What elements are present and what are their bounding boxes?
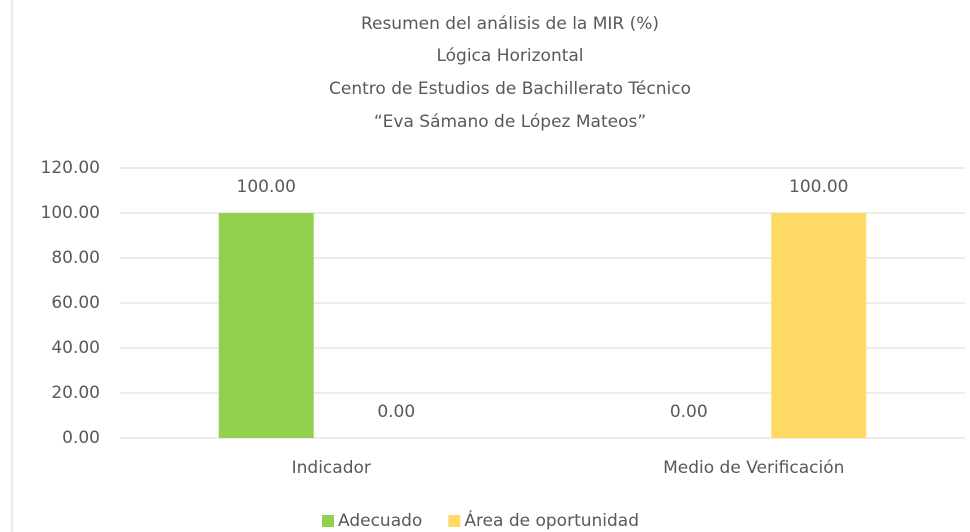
y-tick-label: 20.00 [51,383,100,403]
data-label: 0.00 [670,402,708,422]
data-label: 0.00 [377,402,415,422]
legend-label: Adecuado [338,511,422,531]
y-tick-label: 120.00 [41,158,100,178]
data-label: 100.00 [237,177,296,197]
y-tick-label: 80.00 [51,248,100,268]
legend-label: Área de oportunidad [464,509,639,531]
chart-title: “Eva Sámano de López Mateos” [374,112,646,132]
legend-swatch [448,515,461,527]
chart-title: Resumen del análisis de la MIR (%) [361,14,659,34]
y-tick-label: 0.00 [62,428,100,448]
y-tick-label: 40.00 [51,338,100,358]
bar [771,213,867,438]
bar [218,213,314,438]
chart-title: Lógica Horizontal [436,46,583,66]
chart-title: Centro de Estudios de Bachillerato Técni… [329,79,691,99]
y-tick-label: 100.00 [41,203,100,223]
legend-swatch [322,515,334,527]
data-label: 100.00 [789,177,848,197]
y-tick-label: 60.00 [51,293,100,313]
x-tick-label: Indicador [292,458,371,478]
x-tick-label: Medio de Verificación [663,458,844,478]
